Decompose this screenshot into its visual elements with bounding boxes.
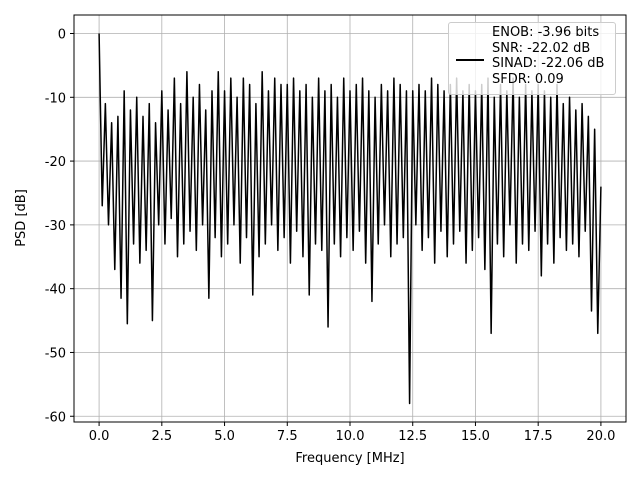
legend-swatch	[456, 59, 484, 61]
x-axis-label: Frequency [MHz]	[295, 451, 404, 466]
x-tick-label: 7.5	[277, 429, 298, 444]
x-tick-label: 5.0	[214, 429, 235, 444]
x-tick-label: 0.0	[89, 429, 110, 444]
x-tick-label: 20.0	[586, 429, 615, 444]
legend: ENOB: -3.96 bits SNR: -22.02 dB SINAD: -…	[448, 22, 616, 95]
x-tick-label: 12.5	[398, 429, 427, 444]
axes-frame	[73, 14, 627, 423]
y-tick-label: 0	[58, 28, 66, 43]
x-tick-label: 10.0	[336, 429, 365, 444]
series-line	[98, 33, 602, 405]
y-tick-label: -40	[45, 283, 66, 298]
y-tick-label: -20	[45, 155, 66, 170]
y-axis-label: PSD [dB]	[14, 189, 29, 247]
x-tick-label: 2.5	[151, 429, 172, 444]
x-tick-label: 15.0	[461, 429, 490, 444]
y-tick-label: -10	[45, 91, 66, 106]
y-tick-label: -50	[45, 346, 66, 361]
legend-label: ENOB: -3.96 bits SNR: -22.02 dB SINAD: -…	[492, 25, 605, 87]
y-tick-label: -30	[45, 219, 66, 234]
x-tick-label: 17.5	[524, 429, 553, 444]
y-tick-label: -60	[45, 410, 66, 425]
